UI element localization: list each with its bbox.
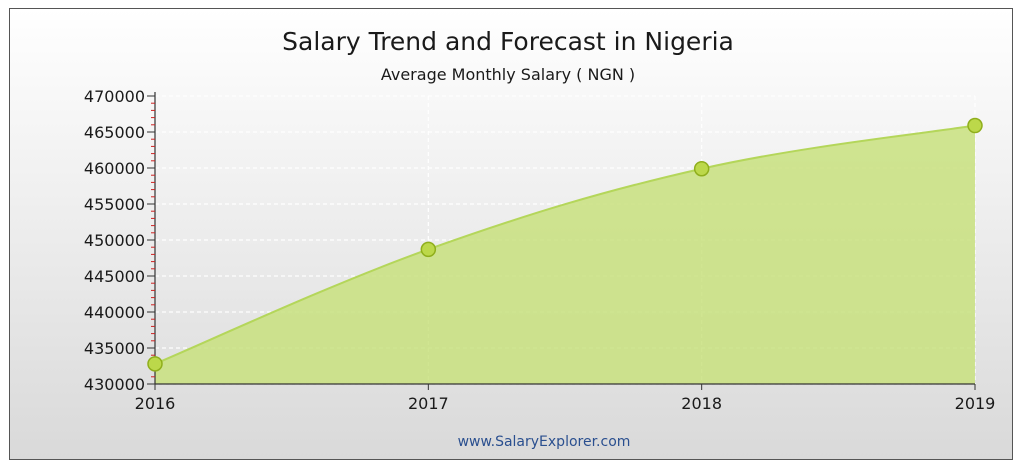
tick-labels: 470000 465000 460000 455000 450000 445000 4400… [84,87,995,413]
y-tick-label: 430000 [84,375,145,394]
data-point-2018[interactable] [693,160,710,177]
y-tick-label: 455000 [84,195,145,214]
y-tick-label: 435000 [84,339,145,358]
y-tick-label: 440000 [84,303,145,322]
axes [147,92,976,390]
y-tick-label: 450000 [84,231,145,250]
plot-area-fill [154,124,976,385]
x-tick-label: 2016 [135,394,176,413]
data-point-2016[interactable] [147,356,163,372]
chart-subtitle: Average Monthly Salary ( NGN ) [381,65,635,84]
y-tick-label: 470000 [84,87,145,106]
y-tick-label: 460000 [84,159,145,178]
chart-title: Salary Trend and Forecast in Nigeria [282,27,734,56]
data-point-2017[interactable] [420,241,437,258]
x-tick-label: 2017 [408,394,449,413]
source-link[interactable]: www.SalaryExplorer.com [458,434,631,450]
y-tick-label: 465000 [84,123,145,142]
data-point-2019[interactable] [967,117,983,134]
x-tick-label: 2019 [955,394,996,413]
data-markers [147,117,983,372]
x-tick-label: 2018 [681,394,722,413]
series-line [154,124,976,365]
y-tick-label: 445000 [84,267,145,286]
area-fill [155,125,975,385]
